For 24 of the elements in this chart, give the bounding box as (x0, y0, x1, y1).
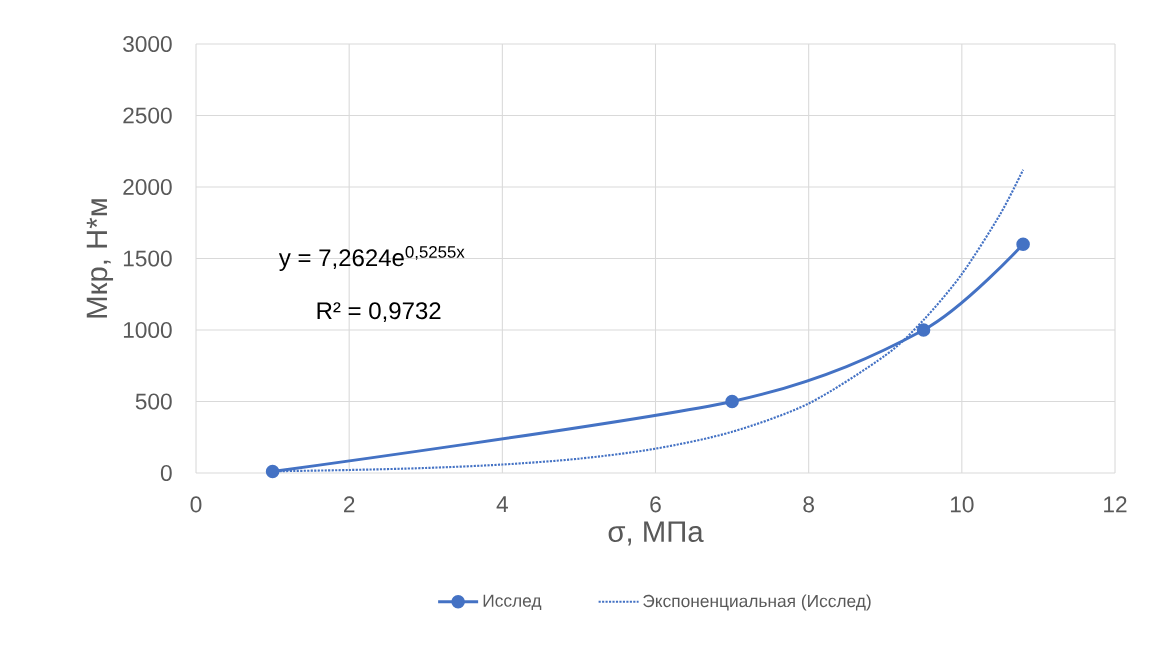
point (725, 394, 739, 409)
x-tick-label: 10 (950, 496, 974, 513)
x-tick-label: 0 (190, 496, 202, 513)
point (1016, 237, 1030, 251)
y-tick-label: 0 (160, 464, 172, 482)
x-tick-label: 4 (496, 496, 508, 512)
x-tick-label: 2 (344, 496, 355, 513)
y-tick-label: 2500 (123, 107, 172, 124)
y-tick-label: 1500 (123, 250, 172, 267)
x-axis-title: σ, МПа (608, 521, 704, 546)
point (265, 464, 280, 479)
x-tick-label: 6 (650, 496, 661, 513)
x-tick-label: 8 (803, 496, 814, 513)
y-tick-label: 1000 (123, 321, 172, 339)
y-axis-title: Мкр, Н*м (86, 199, 114, 318)
x-tick-label: 12 (1104, 496, 1127, 513)
point (916, 323, 931, 337)
annotation: R² = 0,9732 (317, 302, 441, 323)
legend-label: Исслед (483, 594, 542, 611)
y-tick-label: 500 (135, 393, 172, 410)
annotation: y = 7,2624e$^{0,5255x}$ (278, 245, 465, 272)
y-tick-label: 3000 (123, 35, 172, 53)
legend-label: Экспоненциальная (Исслед) (643, 594, 871, 611)
y-tick-label: 2000 (123, 178, 172, 196)
